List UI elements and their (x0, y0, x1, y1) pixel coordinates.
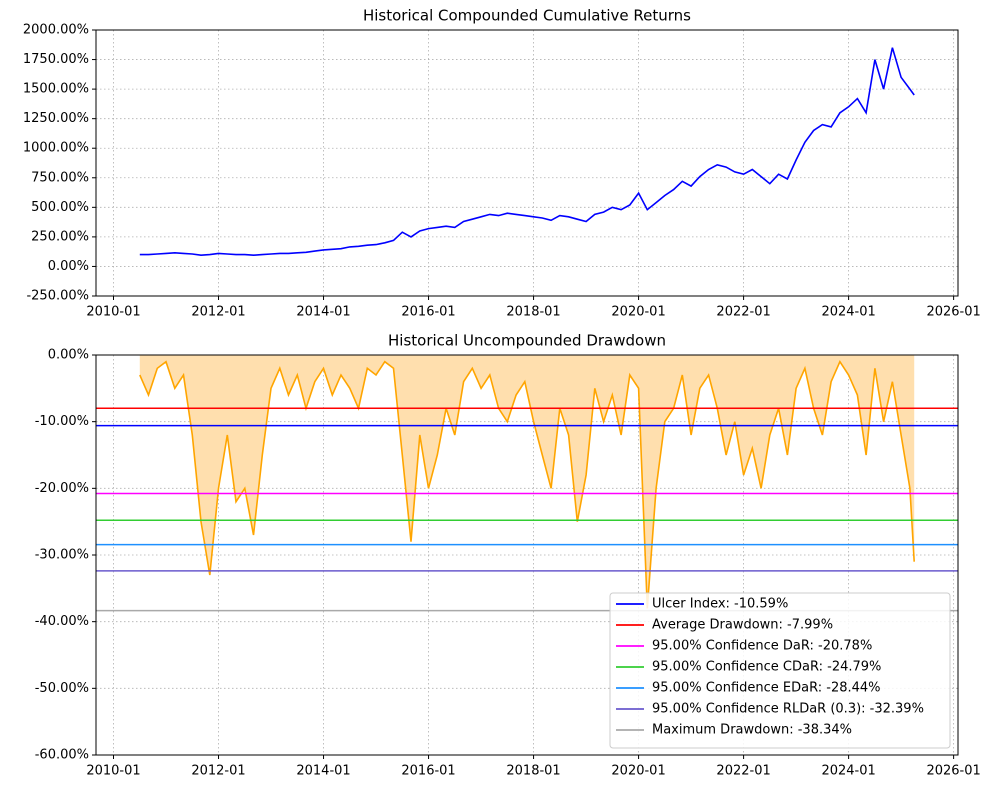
x-tick-label: 2010-01 (86, 764, 140, 779)
y-tick-label: 1500.00% (23, 82, 89, 97)
x-tick-label: 2026-01 (926, 764, 980, 779)
area-fill (139, 355, 915, 609)
x-tick-label: 2022-01 (716, 305, 770, 320)
legend-label: 95.00% Confidence RLDaR (0.3): -32.39% (652, 702, 924, 717)
y-tick-label: -50.00% (35, 681, 89, 696)
x-tick-label: 2020-01 (611, 305, 665, 320)
y-tick-label: 250.00% (31, 229, 89, 244)
y-tick-label: -10.00% (35, 414, 89, 429)
legend: Ulcer Index: -10.59% Average Drawdown: -7… (609, 592, 951, 749)
x-tick-label: 2018-01 (506, 305, 560, 320)
legend-label: 95.00% Confidence CDaR: -24.79% (652, 660, 881, 675)
y-tick-label: 0.00% (48, 348, 89, 363)
chart-title: Historical Uncompounded Drawdown (388, 332, 666, 350)
legend-label: Average Drawdown: -7.99% (652, 618, 833, 633)
y-tick-label: 500.00% (31, 200, 89, 215)
plot-frame (95, 354, 959, 756)
legend-label: 95.00% Confidence EDaR: -28.44% (652, 681, 881, 696)
y-tick-label: 1250.00% (23, 111, 89, 126)
chart-title: Historical Compounded Cumulative Returns (363, 7, 691, 25)
data-line (139, 360, 915, 609)
x-tick-label: 2018-01 (506, 764, 560, 779)
plot-frame (95, 29, 959, 297)
data-line (139, 47, 915, 257)
legend-label: 95.00% Confidence DaR: -20.78% (652, 639, 872, 654)
y-tick-label: -40.00% (35, 614, 89, 629)
y-tick-label: 750.00% (31, 170, 89, 185)
x-tick-label: 2016-01 (401, 764, 455, 779)
x-tick-label: 2012-01 (191, 764, 245, 779)
x-tick-label: 2014-01 (296, 305, 350, 320)
x-tick-label: 2026-01 (926, 305, 980, 320)
y-tick-label: 0.00% (48, 259, 89, 274)
x-tick-label: 2020-01 (611, 764, 665, 779)
y-tick-label: 2000.00% (23, 23, 89, 38)
x-tick-label: 2014-01 (296, 764, 350, 779)
y-tick-label: 1000.00% (23, 141, 89, 156)
y-tick-label: -20.00% (35, 481, 89, 496)
x-tick-label: 2012-01 (191, 305, 245, 320)
y-tick-label: -60.00% (35, 748, 89, 763)
legend-label: Maximum Drawdown: -38.34% (652, 723, 852, 738)
y-tick-label: -250.00% (26, 289, 89, 304)
x-tick-label: 2024-01 (821, 764, 875, 779)
y-tick-label: -30.00% (35, 548, 89, 563)
x-tick-label: 2016-01 (401, 305, 455, 320)
x-tick-label: 2010-01 (86, 305, 140, 320)
y-tick-label: 1750.00% (23, 52, 89, 67)
legend-label: Ulcer Index: -10.59% (652, 597, 788, 612)
x-tick-label: 2024-01 (821, 305, 875, 320)
legend-box (609, 592, 951, 749)
x-tick-label: 2022-01 (716, 764, 770, 779)
